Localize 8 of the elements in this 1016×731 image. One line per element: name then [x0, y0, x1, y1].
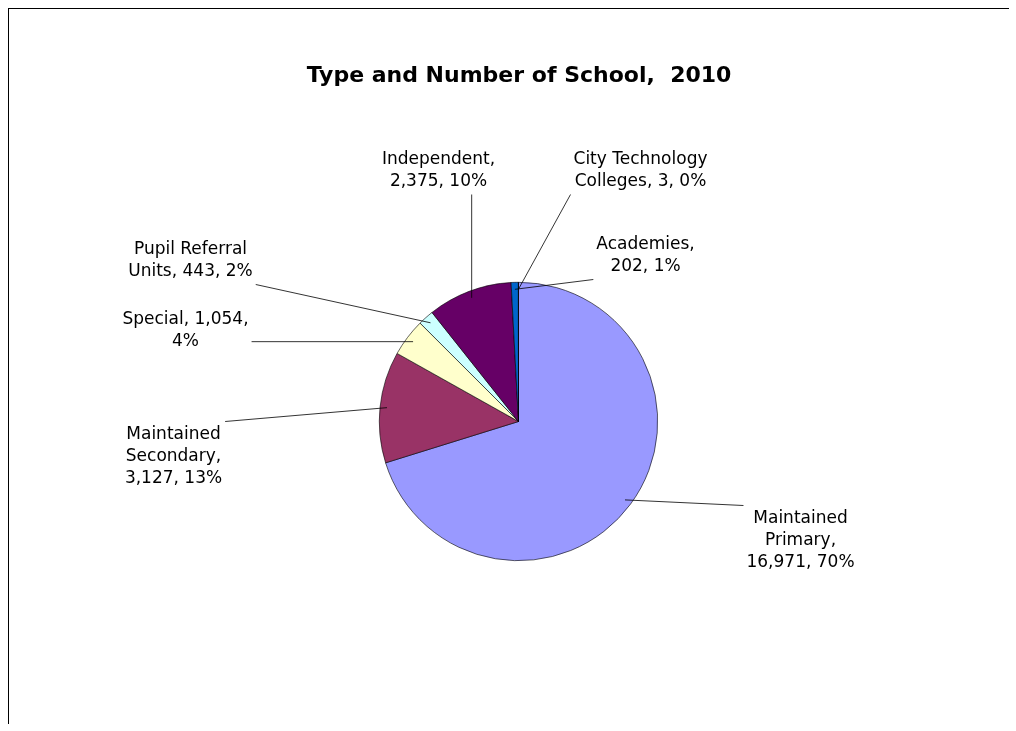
chart-title: Type and Number of School, 2010 [306, 61, 732, 87]
slice-label: City Technology Colleges, 3, 0% [573, 147, 708, 190]
slice-label: Academies, 202, 1% [596, 232, 695, 275]
slice-label: Maintained Primary, 16,971, 70% [746, 506, 855, 571]
slice-label: Independent, 2,375, 10% [381, 147, 496, 190]
slice-label: Maintained Secondary, 3,127, 13% [124, 422, 223, 487]
slice-label: Special, 1,054, 4% [122, 307, 249, 350]
slice-label: Pupil Referral Units, 443, 2% [128, 237, 253, 280]
